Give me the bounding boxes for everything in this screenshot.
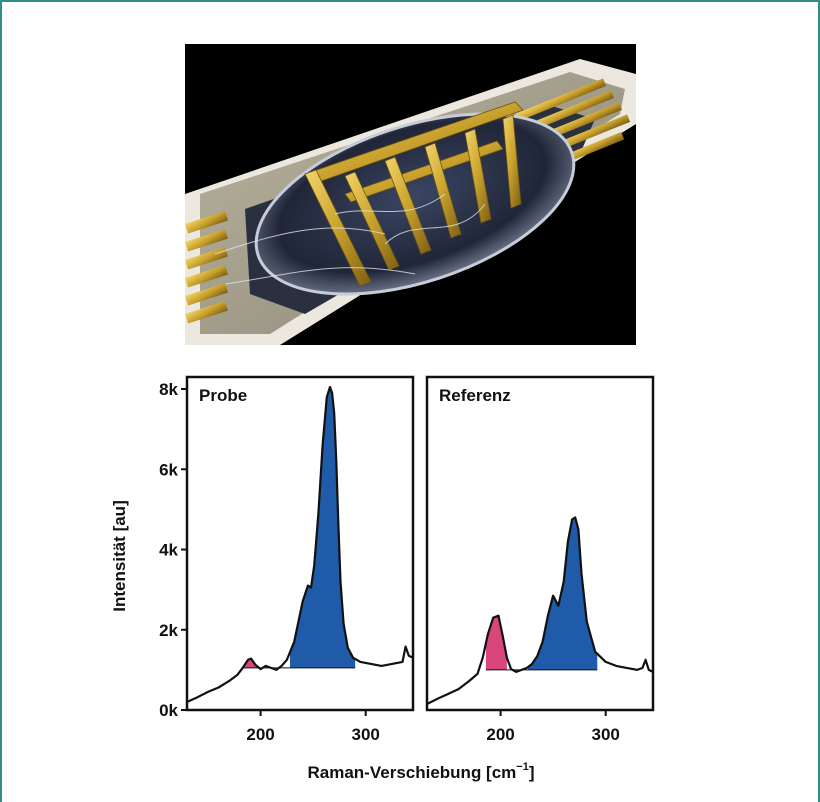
y-tick-label: 2k xyxy=(159,621,178,640)
y-tick-label: 6k xyxy=(159,460,178,479)
y-tick-label: 8k xyxy=(159,380,178,399)
x-axis-label-end: ] xyxy=(529,763,535,782)
y-tick-label: 0k xyxy=(159,701,178,720)
x-tick-label: 300 xyxy=(352,725,380,744)
x-axis-label: Raman-Verschiebung [cm−1] xyxy=(308,761,535,782)
panel-title: Referenz xyxy=(439,386,511,405)
x-tick-label: 200 xyxy=(246,725,274,744)
x-tick-label: 200 xyxy=(486,725,514,744)
panel-referenz: Referenz xyxy=(427,377,653,710)
y-axis-label: Intensität [au] xyxy=(110,500,129,611)
raman-spectra-figure: Intensität [au] 0k 2k 4k 6k 8k Probe Referen… xyxy=(100,370,700,790)
y-tick-label: 4k xyxy=(159,541,178,560)
x-axis-ticks: 200 300 200 300 xyxy=(246,710,619,744)
x-tick-label: 300 xyxy=(592,725,620,744)
panel-probe: Probe xyxy=(187,377,413,710)
y-axis-ticks: 0k 2k 4k 6k 8k xyxy=(159,380,187,720)
microchip-photo xyxy=(185,44,636,345)
x-axis-label-main: Raman-Verschiebung [cm xyxy=(308,763,517,782)
panel-title: Probe xyxy=(199,386,247,405)
x-axis-label-superscript: −1 xyxy=(516,761,529,773)
